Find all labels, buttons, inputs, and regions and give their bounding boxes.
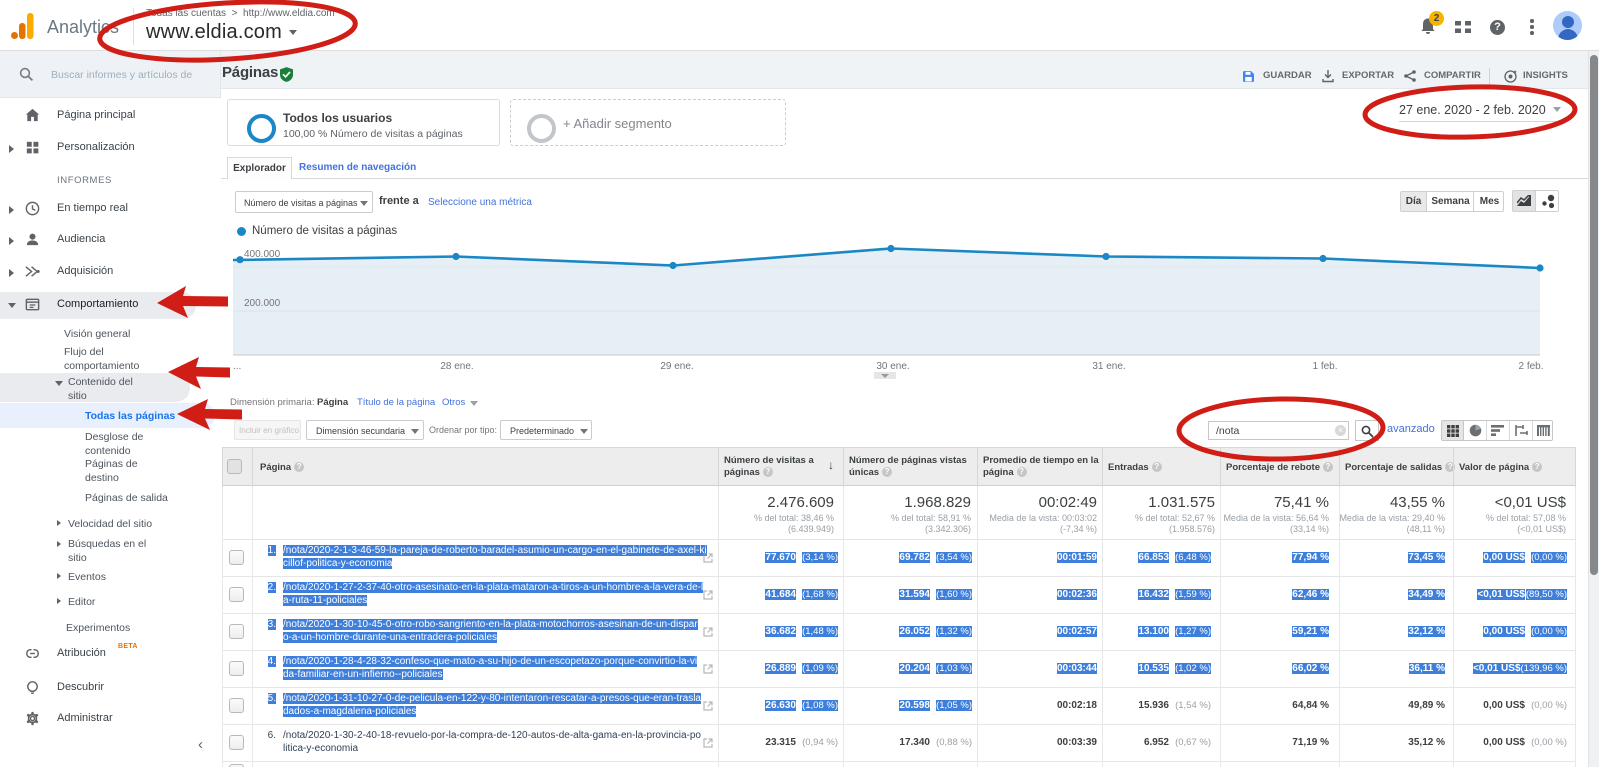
svg-text:2 feb.: 2 feb. [1518,361,1543,372]
svg-text:29 ene.: 29 ene. [660,361,693,372]
svg-text:400.000: 400.000 [244,249,281,260]
svg-text:200.000: 200.000 [244,298,281,309]
svg-text:...: ... [233,361,241,372]
svg-text:31 ene.: 31 ene. [1092,361,1125,372]
svg-text:30 ene.: 30 ene. [876,361,909,372]
svg-text:1 feb.: 1 feb. [1312,361,1337,372]
svg-text:28 ene.: 28 ene. [440,361,473,372]
